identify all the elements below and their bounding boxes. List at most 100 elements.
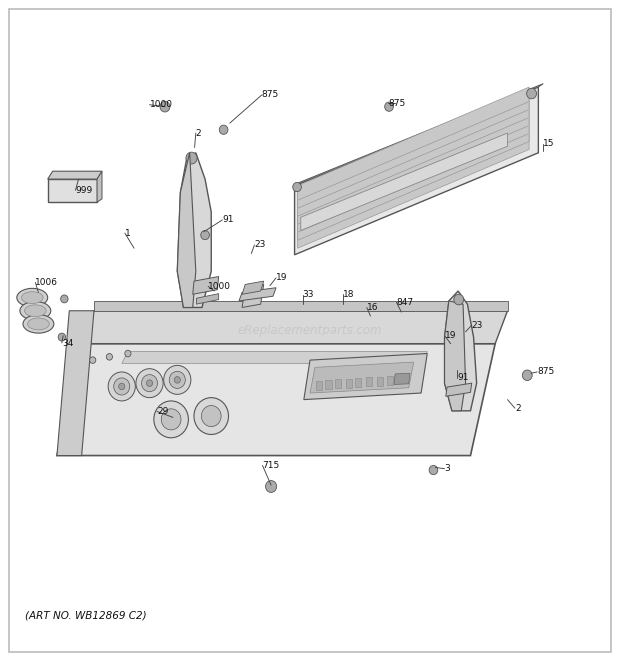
- Text: 91: 91: [223, 215, 234, 225]
- Circle shape: [265, 481, 277, 492]
- Text: 19: 19: [445, 331, 456, 340]
- Ellipse shape: [23, 315, 54, 333]
- Polygon shape: [242, 281, 264, 294]
- Text: 2: 2: [515, 404, 521, 412]
- Ellipse shape: [28, 318, 49, 330]
- Bar: [366, 377, 372, 387]
- Ellipse shape: [25, 305, 46, 317]
- Text: 3: 3: [445, 464, 450, 473]
- Circle shape: [106, 354, 112, 360]
- Text: 18: 18: [343, 290, 354, 299]
- Text: 34: 34: [62, 338, 73, 348]
- Circle shape: [108, 372, 135, 401]
- Text: 1006: 1006: [35, 278, 58, 287]
- Polygon shape: [298, 127, 529, 240]
- Circle shape: [141, 375, 157, 392]
- Circle shape: [522, 370, 532, 381]
- Ellipse shape: [17, 288, 48, 307]
- Polygon shape: [310, 362, 414, 393]
- Bar: [326, 380, 332, 389]
- Text: 1000: 1000: [208, 282, 231, 291]
- Text: 875: 875: [388, 99, 405, 108]
- Polygon shape: [193, 276, 219, 294]
- Polygon shape: [97, 171, 102, 202]
- Polygon shape: [298, 95, 529, 208]
- Polygon shape: [48, 171, 102, 179]
- Circle shape: [202, 406, 221, 426]
- Text: 2: 2: [196, 128, 202, 137]
- Text: 91: 91: [457, 373, 468, 383]
- Polygon shape: [298, 103, 529, 216]
- Polygon shape: [239, 288, 276, 301]
- Bar: [346, 379, 352, 388]
- Bar: [387, 376, 393, 385]
- Circle shape: [454, 294, 464, 305]
- Polygon shape: [242, 284, 264, 307]
- Circle shape: [146, 380, 153, 387]
- Text: 999: 999: [76, 186, 93, 195]
- Circle shape: [526, 89, 536, 98]
- Text: 19: 19: [276, 274, 288, 282]
- Text: eReplacementparts.com: eReplacementparts.com: [237, 324, 383, 337]
- Polygon shape: [301, 133, 508, 231]
- Ellipse shape: [20, 301, 51, 320]
- Text: 23: 23: [472, 321, 483, 330]
- Polygon shape: [122, 352, 427, 364]
- Polygon shape: [94, 301, 508, 311]
- Circle shape: [384, 102, 393, 111]
- Circle shape: [186, 152, 197, 164]
- Polygon shape: [304, 354, 427, 400]
- Polygon shape: [394, 373, 410, 385]
- Text: 875: 875: [537, 368, 554, 377]
- Polygon shape: [298, 111, 529, 224]
- Polygon shape: [446, 383, 472, 397]
- Text: 875: 875: [262, 91, 279, 99]
- Text: 1: 1: [125, 229, 131, 237]
- Text: 29: 29: [157, 407, 168, 416]
- Circle shape: [125, 350, 131, 357]
- Circle shape: [293, 182, 301, 192]
- Polygon shape: [197, 293, 219, 304]
- Circle shape: [201, 231, 210, 240]
- Polygon shape: [294, 87, 538, 254]
- Bar: [335, 379, 341, 389]
- Polygon shape: [177, 153, 211, 307]
- Circle shape: [169, 371, 185, 389]
- Polygon shape: [57, 311, 94, 455]
- Polygon shape: [82, 311, 508, 344]
- Polygon shape: [48, 179, 97, 202]
- Text: 847: 847: [396, 297, 414, 307]
- Circle shape: [58, 333, 66, 341]
- Text: 16: 16: [367, 303, 378, 312]
- Text: 15: 15: [543, 139, 555, 148]
- Circle shape: [194, 398, 229, 434]
- Circle shape: [219, 125, 228, 134]
- Bar: [377, 377, 383, 386]
- Circle shape: [113, 378, 130, 395]
- Circle shape: [154, 401, 188, 438]
- Circle shape: [136, 369, 163, 398]
- Circle shape: [429, 465, 438, 475]
- Circle shape: [61, 295, 68, 303]
- Circle shape: [118, 383, 125, 390]
- Text: (ART NO. WB12869 C2): (ART NO. WB12869 C2): [25, 611, 146, 621]
- Circle shape: [164, 366, 191, 395]
- Circle shape: [160, 101, 170, 112]
- Text: 1000: 1000: [149, 100, 172, 109]
- Polygon shape: [445, 291, 477, 410]
- Bar: [316, 381, 322, 390]
- Polygon shape: [177, 153, 196, 307]
- Polygon shape: [57, 344, 495, 455]
- Circle shape: [161, 408, 181, 430]
- Ellipse shape: [22, 292, 43, 303]
- Polygon shape: [445, 301, 466, 410]
- Bar: [355, 378, 361, 387]
- Polygon shape: [298, 87, 529, 200]
- Text: 715: 715: [262, 461, 280, 470]
- Text: 23: 23: [254, 241, 266, 249]
- Polygon shape: [298, 119, 529, 232]
- Text: 33: 33: [303, 290, 314, 299]
- Polygon shape: [294, 84, 543, 186]
- Circle shape: [90, 357, 96, 364]
- Circle shape: [174, 377, 180, 383]
